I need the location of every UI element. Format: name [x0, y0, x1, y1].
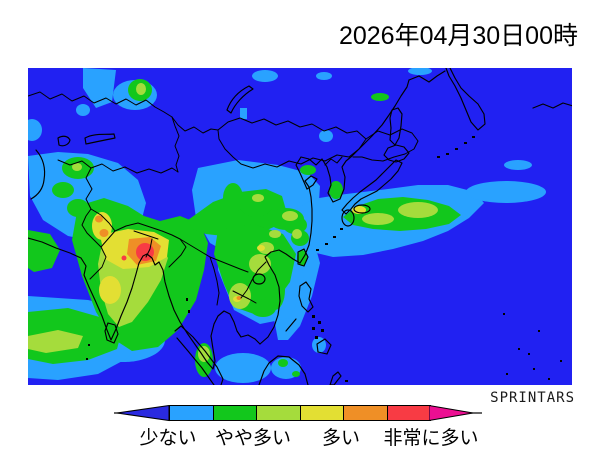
coastlines [27, 67, 574, 386]
date-title: 2026年04月30日00時 [338, 22, 578, 50]
legend-high-arrow [429, 405, 482, 422]
legend-colorbar [0, 405, 600, 422]
legend-label-high: 多い [321, 428, 361, 449]
sprintars-credit: SPRINTARS [490, 390, 575, 406]
aerosol-map-svg [22, 67, 575, 386]
legend-segment-light_blue [169, 405, 214, 421]
legend-label-low: 少ない [139, 428, 197, 449]
legend-low-arrow [114, 405, 170, 422]
small-islands [86, 136, 575, 382]
legend-segments [169, 405, 431, 421]
legend-segment-yellow_green [256, 405, 301, 421]
legend-segment-orange [343, 405, 388, 421]
legend-segment-yellow [299, 405, 344, 421]
aerosol-map [22, 67, 575, 386]
country-borders [27, 91, 419, 306]
legend-segment-red [386, 405, 431, 421]
legend-segment-green [212, 405, 257, 421]
legend-label-medium: やや多い [214, 428, 292, 449]
legend-label-very-high: 非常に多い [383, 428, 479, 449]
legend-labels: 少ない やや多い 多い 非常に多い [0, 423, 600, 449]
